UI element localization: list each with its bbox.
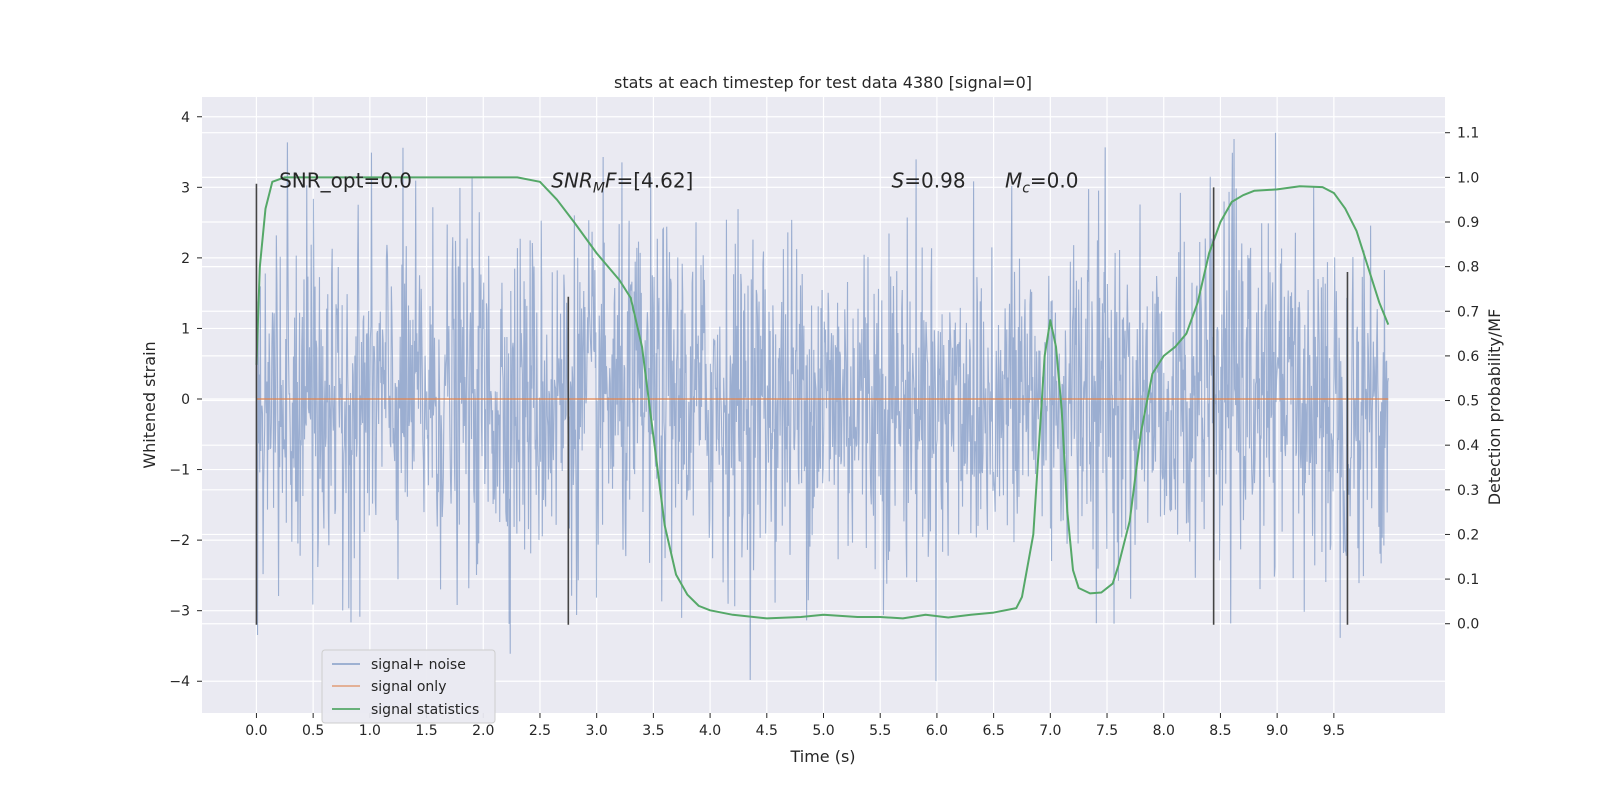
chart-title: stats at each timestep for test data 438… [614,73,1032,92]
y-right-tick-label: 0.1 [1457,572,1479,588]
x-tick-label: 5.5 [869,723,891,739]
x-tick-label: 6.0 [926,723,948,739]
y-tick-label: 3 [181,180,190,196]
series-layer [255,176,1390,620]
x-tick-label: 2.5 [529,723,551,739]
x-tick-label: 4.0 [699,723,721,739]
x-tick-label: 6.5 [982,723,1004,739]
y-ticks-left: −4 −3 −2 −1 0 1 2 3 4 [169,110,202,690]
y-tick-label: 1 [181,321,190,337]
y-right-tick-label: 1.1 [1457,126,1479,142]
y-right-tick-label: 0.5 [1457,394,1479,410]
x-tick-label: 8.5 [1209,723,1231,739]
y-axis-label-right: Detection probability/MF [1485,309,1504,506]
y-tick-label: −2 [169,533,190,549]
x-tick-label: 9.5 [1323,723,1345,739]
legend-label-signal-only: signal only [371,679,446,695]
y-ticks-right: 0.0 0.1 0.2 0.3 0.4 0.5 0.6 0.7 0.8 0.9 1.0 1.1 [1445,126,1479,633]
y-tick-label: 0 [181,392,190,408]
x-tick-label: 3.0 [586,723,608,739]
y-right-tick-label: 0.4 [1457,438,1479,454]
x-tick-label: 7.5 [1096,723,1118,739]
y-right-tick-label: 0.8 [1457,260,1479,276]
annot-snr-mf: SNRMF=[4.62] [551,168,693,196]
x-ticks: 0.0 0.5 1.0 1.5 2.0 2.5 3.0 3.5 4.0 4.5 5.0 5.5 6.0 6… [245,713,1345,739]
x-tick-label: 5.0 [812,723,834,739]
y-right-tick-label: 0.9 [1457,215,1479,231]
y-right-tick-label: 0.0 [1457,617,1479,633]
x-tick-label: 9.0 [1266,723,1288,739]
x-tick-label: 1.5 [415,723,437,739]
x-tick-label: 0.5 [302,723,324,739]
x-tick-label: 0.0 [245,723,267,739]
y-tick-label: 2 [181,251,190,267]
y-right-tick-label: 0.2 [1457,527,1479,543]
noise-layer [255,132,1389,682]
legend-label-signal-noise: signal+ noise [371,657,466,673]
x-tick-label: 4.5 [756,723,778,739]
y-right-tick-label: 0.3 [1457,483,1479,499]
legend-box [321,649,496,724]
y-tick-label: −1 [169,463,190,479]
x-axis-label: Time (s) [789,747,855,766]
annot-layer: SNR_opt=0.0 SNRMF=[4.62] S=0.98 Mc=0.0 [279,168,1078,196]
y-right-tick-label: 0.6 [1457,349,1479,365]
legend-label-signal-statistics: signal statistics [371,702,479,718]
annot-s: S=0.98 [892,168,966,192]
x-tick-label: 2.0 [472,723,494,739]
vline-layer [255,183,1349,625]
annot-mc: Mc=0.0 [1005,168,1079,196]
x-tick-label: 8.0 [1153,723,1175,739]
x-tick-label: 7.0 [1039,723,1061,739]
x-tick-label: 3.5 [642,723,664,739]
y-tick-label: −4 [169,674,190,690]
y-tick-label: −3 [169,604,190,620]
series-signal-statistics [255,176,1390,620]
y-tick-label: 4 [181,110,190,126]
y-axis-label-left: Whitened strain [140,341,159,468]
series-signal-noise [255,132,1389,682]
y-right-tick-label: 1.0 [1457,170,1479,186]
legend: signal+ noise signal only signal statist… [321,649,496,724]
x-tick-label: 1.0 [359,723,381,739]
y-right-tick-label: 0.7 [1457,304,1479,320]
annot-snr-opt: SNR_opt=0.0 [279,168,412,192]
